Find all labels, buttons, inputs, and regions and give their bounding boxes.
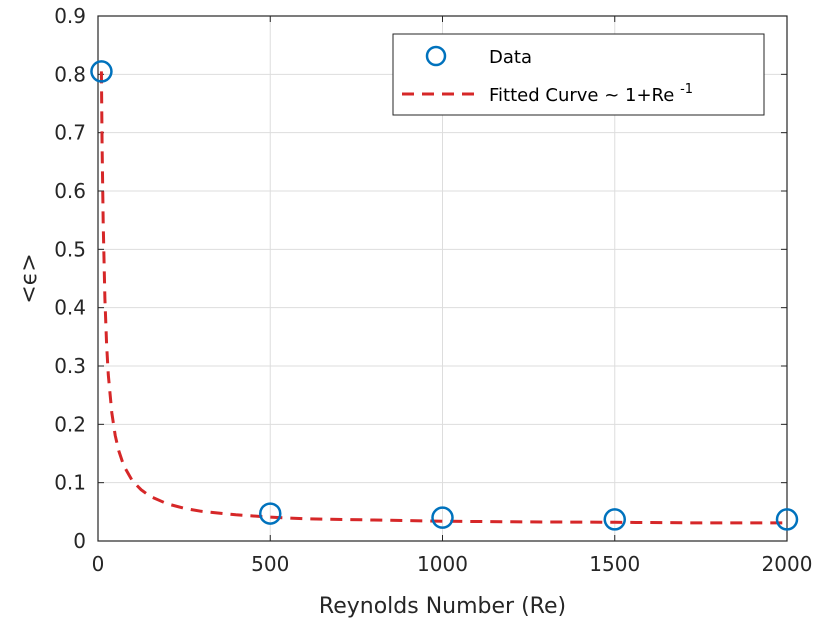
- data-point: [603, 508, 626, 531]
- legend-label-fitted-curve: Fitted Curve ~ 1+Re -1: [489, 82, 693, 106]
- y-tick-label: 0.7: [54, 121, 86, 145]
- x-tick-label: 500: [251, 552, 289, 576]
- x-axis-title: Reynolds Number (Re): [319, 594, 566, 619]
- series-layer: [90, 60, 799, 531]
- tick-layer: [97, 15, 788, 542]
- x-tick-label: 2000: [762, 552, 813, 576]
- data-point: [259, 502, 282, 525]
- y-tick-label: 0.2: [54, 412, 86, 436]
- y-tick-label: 0.4: [54, 296, 86, 320]
- y-tick-label: 0: [73, 529, 86, 553]
- legend-label-data: Data: [489, 47, 532, 68]
- y-tick-label: 0.3: [54, 354, 86, 378]
- data-point: [431, 506, 454, 529]
- y-tick-label: 0.1: [54, 471, 86, 495]
- y-tick-label: 0.9: [54, 4, 86, 28]
- y-tick-labels: 0 0.1 0.2 0.3 0.4 0.5 0.6 0.7 0.8 0.9: [54, 4, 86, 553]
- legend-marker-data: [425, 45, 447, 67]
- legend-label-fitted-curve-base: Fitted Curve ~ 1+Re: [489, 85, 674, 106]
- legend: Data Fitted Curve ~ 1+Re -1: [392, 33, 765, 116]
- y-axis-title: <ϵ>: [17, 253, 42, 303]
- y-tick-label: 0.5: [54, 237, 86, 261]
- data-point: [90, 60, 113, 83]
- data-point: [775, 508, 799, 531]
- legend-box: [392, 33, 765, 116]
- legend-label-fitted-curve-superscript: -1: [680, 82, 693, 97]
- x-tick-label: 1500: [589, 552, 640, 576]
- x-tick-label: 0: [92, 552, 105, 576]
- y-tick-label: 0.8: [54, 62, 86, 86]
- x-tick-labels: 0 500 1000 1500 2000: [92, 552, 813, 576]
- x-tick-label: 1000: [417, 552, 468, 576]
- y-tick-label: 0.6: [54, 179, 86, 203]
